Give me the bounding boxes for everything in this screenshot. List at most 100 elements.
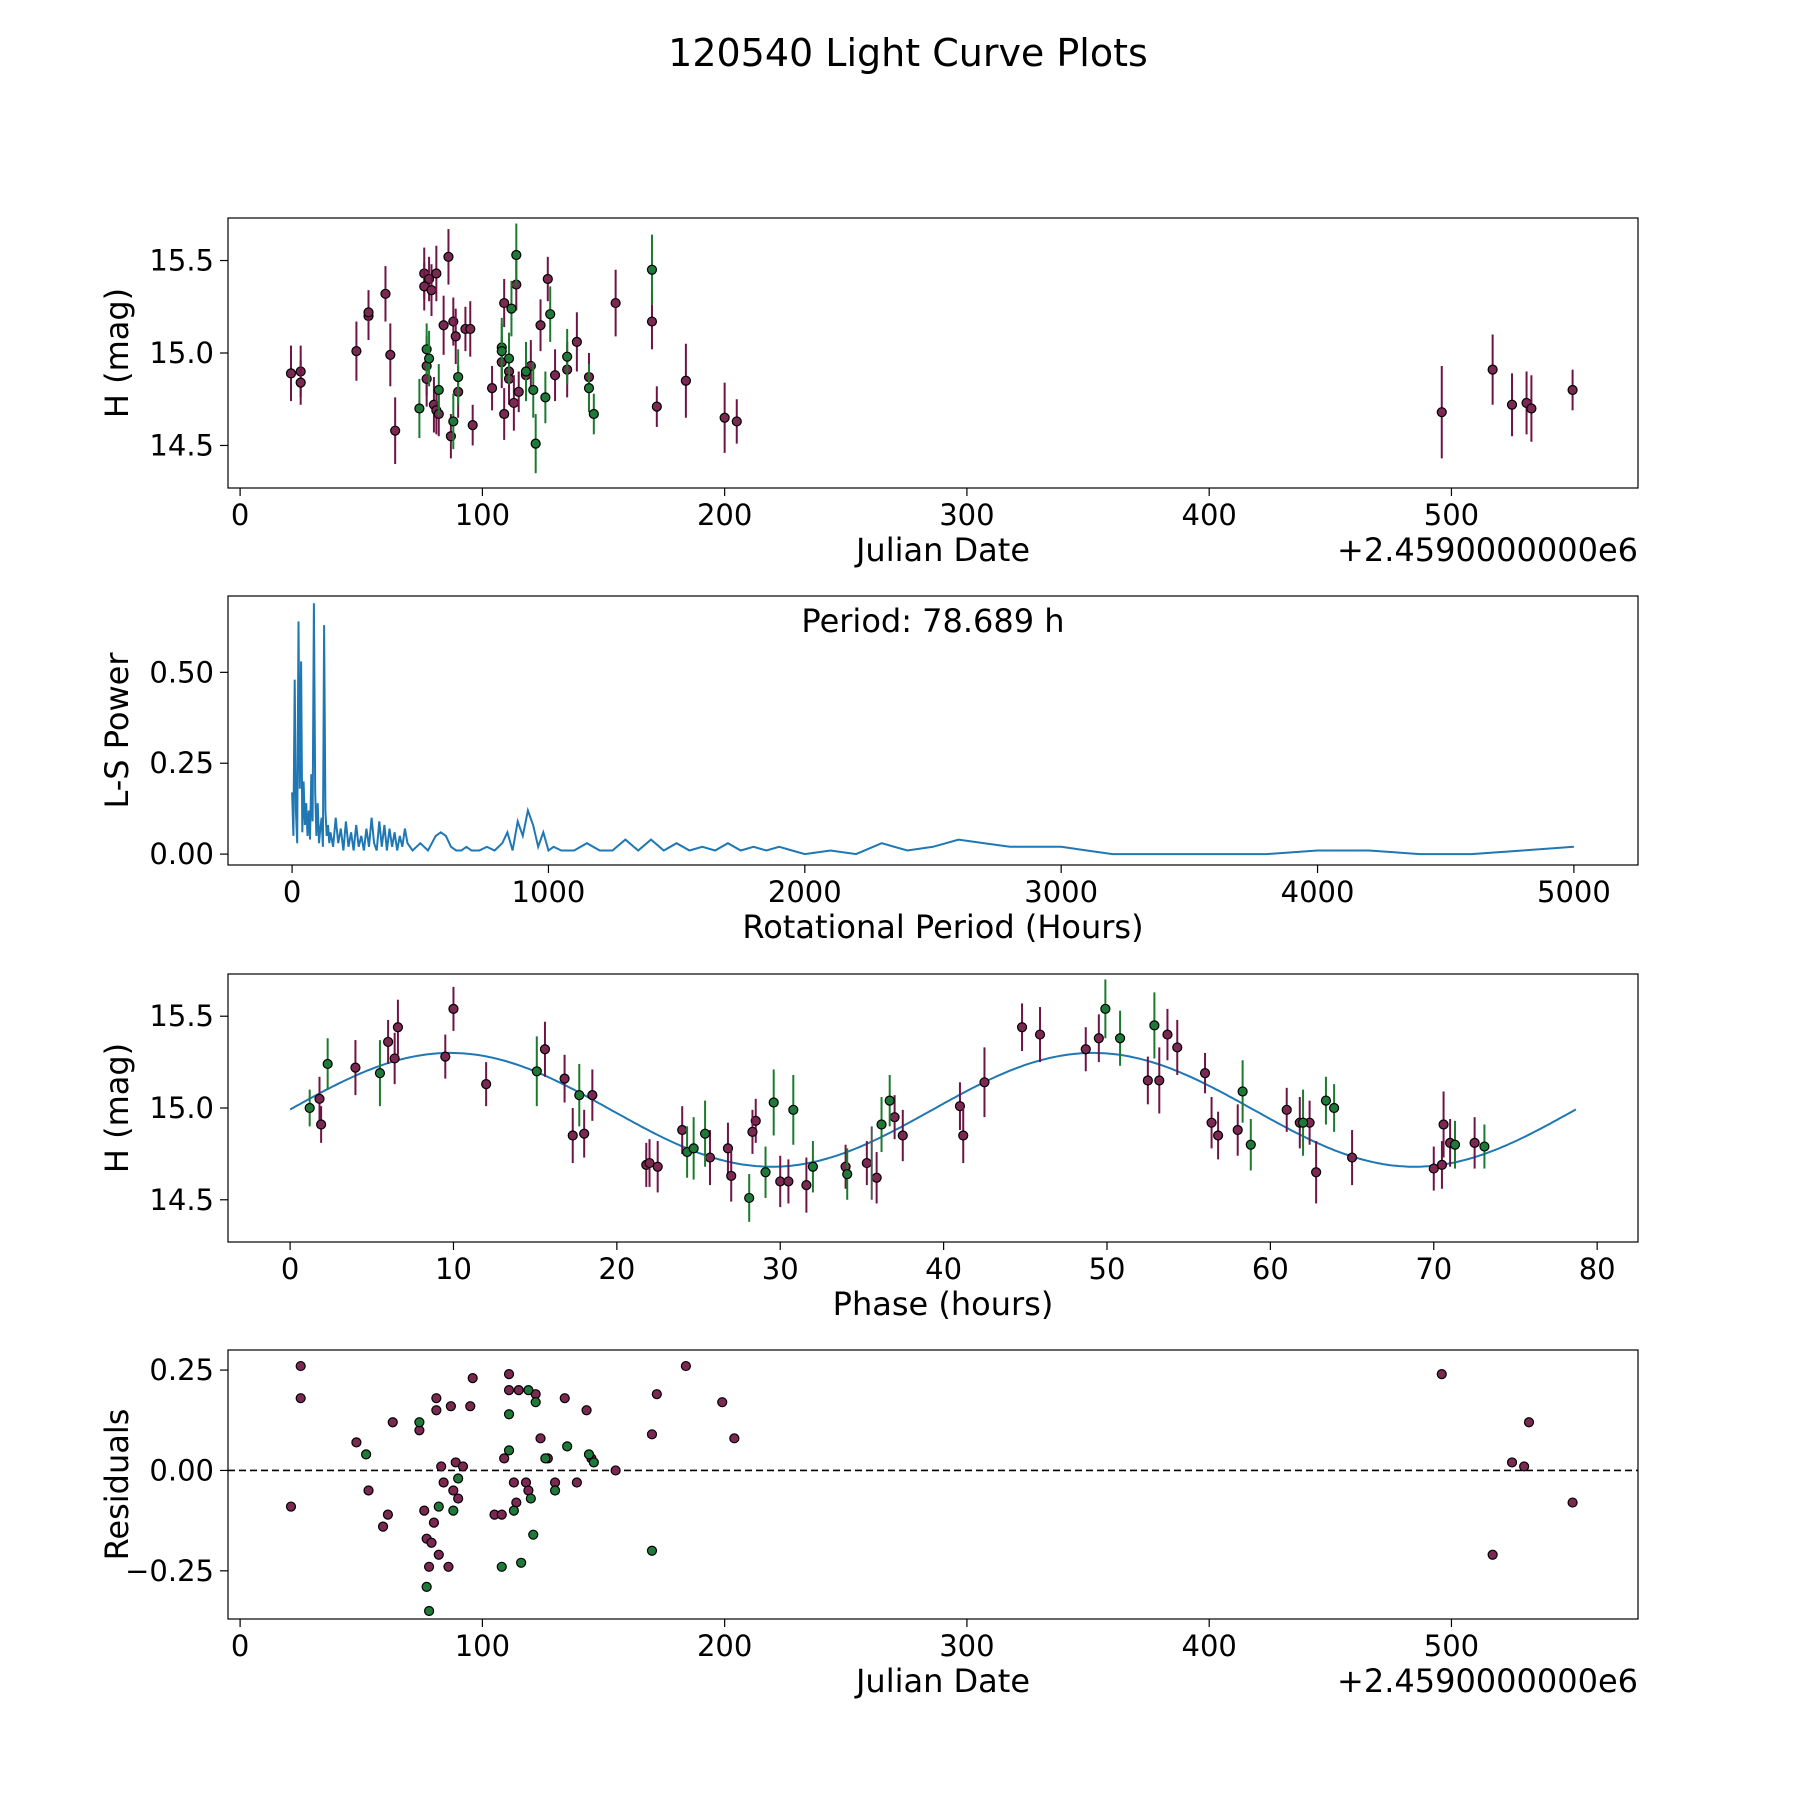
lightcurve-ytick-label: 14.5 xyxy=(149,428,214,462)
lightcurve-x-offset: +2.4590000000e6 xyxy=(1337,531,1638,569)
lightcurve-xtick-label: 500 xyxy=(1424,498,1479,532)
phasefold-point-maroon xyxy=(579,1128,590,1139)
residuals-point-maroon xyxy=(445,1401,456,1412)
lightcurve-point-green xyxy=(423,353,435,364)
residuals-point-maroon xyxy=(453,1493,464,1504)
phasefold-point-maroon xyxy=(1162,1029,1173,1040)
residuals-point-maroon xyxy=(377,1521,389,1532)
phasefold-point-green xyxy=(842,1168,853,1180)
residuals-point-green xyxy=(508,1505,519,1516)
phasefold-xtick-label: 10 xyxy=(435,1252,472,1286)
lightcurve-point-green xyxy=(506,303,517,314)
lightcurve-point-maroon xyxy=(380,288,391,299)
residuals-point-maroon xyxy=(646,1429,658,1440)
phasefold-xtick-label: 30 xyxy=(762,1252,799,1286)
residuals-point-maroon xyxy=(717,1397,728,1408)
lightcurve-point-maroon xyxy=(465,323,476,335)
residuals-point-maroon xyxy=(295,1393,306,1404)
residuals-point-green xyxy=(496,1561,507,1572)
lightcurve-point-green xyxy=(540,392,551,403)
phasefold-ytick-label: 15.5 xyxy=(149,999,214,1033)
phasefold-point-maroon xyxy=(481,1079,492,1090)
phasefold-point-maroon xyxy=(440,1051,451,1062)
lightcurve-frame xyxy=(227,217,1639,489)
phasefold-point-green xyxy=(1100,1003,1111,1014)
residuals-point-maroon xyxy=(433,1549,444,1560)
lightcurve-point-maroon xyxy=(285,368,297,379)
lightcurve-point-maroon xyxy=(450,331,461,342)
residuals-point-green xyxy=(421,1581,432,1592)
phasefold-point-maroon xyxy=(958,1130,969,1141)
residuals-point-maroon xyxy=(496,1509,507,1520)
phasefold-xtick-label: 0 xyxy=(281,1252,299,1286)
lightcurve-point-green xyxy=(414,403,425,414)
periodogram-xtick-label: 3000 xyxy=(1024,875,1098,909)
phasefold-point-maroon xyxy=(1436,1159,1448,1171)
phasefold-ytick-label: 15.0 xyxy=(149,1091,214,1125)
lightcurve-xlabel: Julian Date xyxy=(854,531,1030,569)
lightcurve-point-maroon xyxy=(486,383,498,394)
lightcurve-point-maroon xyxy=(1567,384,1578,396)
phasefold-xtick-label: 50 xyxy=(1089,1252,1126,1286)
phasefold-point-maroon xyxy=(783,1176,794,1187)
residuals-point-maroon xyxy=(680,1360,691,1372)
residuals-axes: 0 100 200 300 400 500 −0.25 0.00 0.25 Julian Date… xyxy=(98,1349,1639,1700)
lightcurve-point-green xyxy=(583,383,595,394)
residuals-point-green xyxy=(503,1409,515,1420)
phasefold-point-maroon xyxy=(1080,1044,1091,1055)
periodogram-xtick-label: 2000 xyxy=(768,875,842,909)
phasefold-model-line xyxy=(289,1051,1577,1168)
phasefold-point-maroon xyxy=(979,1077,990,1088)
phasefold-point-maroon xyxy=(677,1124,688,1136)
residuals-point-green xyxy=(448,1505,459,1516)
phasefold-xtick-label: 60 xyxy=(1252,1252,1289,1286)
lightcurve-point-maroon xyxy=(1506,399,1518,410)
lightcurve-point-maroon xyxy=(426,285,437,296)
periodogram-frame xyxy=(227,595,1639,866)
lightcurve-point-maroon xyxy=(571,336,582,348)
phasefold-xtick-label: 20 xyxy=(598,1252,635,1286)
phasefold-point-green xyxy=(699,1128,711,1139)
lightcurve-point-maroon xyxy=(542,273,553,285)
residuals-point-maroon xyxy=(465,1401,476,1412)
phasefold-point-maroon xyxy=(1199,1068,1211,1079)
lightcurve-point-maroon xyxy=(499,297,510,309)
residuals-point-maroon xyxy=(443,1561,454,1572)
lightcurve-point-green xyxy=(530,438,541,449)
residuals-point-maroon xyxy=(436,1461,447,1472)
periodogram-axes: 0 1000 2000 3000 4000 5000 0.00 0.25 0.50 Rotatio… xyxy=(98,595,1639,946)
phasefold-point-maroon xyxy=(1093,1033,1104,1044)
periodogram-xtick-label: 0 xyxy=(283,875,301,909)
residuals-point-green xyxy=(360,1449,372,1460)
phasefold-point-maroon xyxy=(747,1126,758,1137)
phasefold-point-maroon xyxy=(897,1130,908,1141)
residuals-point-green xyxy=(523,1385,534,1396)
residuals-xtick-label: 200 xyxy=(697,1629,752,1663)
residuals-point-green xyxy=(588,1457,599,1468)
phasefold-xlabel: Phase (hours) xyxy=(833,1285,1054,1323)
residuals-xtick-label: 500 xyxy=(1424,1629,1479,1663)
lightcurve-point-maroon xyxy=(1436,407,1447,418)
residuals-point-maroon xyxy=(1519,1461,1530,1472)
phasefold-point-maroon xyxy=(1142,1075,1153,1086)
periodogram-xtick-label: 4000 xyxy=(1281,875,1355,909)
lightcurve-point-maroon xyxy=(1526,403,1537,414)
phasefold-point-maroon xyxy=(383,1036,394,1048)
phasefold-point-green xyxy=(1449,1139,1461,1150)
lightcurve-point-maroon xyxy=(731,416,742,427)
residuals-point-maroon xyxy=(295,1360,306,1372)
lightcurve-point-maroon xyxy=(513,386,524,397)
phasefold-point-maroon xyxy=(392,1022,404,1033)
residuals-point-maroon xyxy=(387,1417,398,1428)
lightcurve-point-green xyxy=(503,353,515,364)
phasefold-point-maroon xyxy=(1172,1042,1183,1053)
phasefold-point-maroon xyxy=(389,1053,400,1064)
phasefold-ytick-label: 14.5 xyxy=(149,1183,214,1217)
lightcurve-axes: 0 100 200 300 400 500 14.5 15.0 15.5 Julian Date H… xyxy=(98,217,1639,569)
phasefold-point-maroon xyxy=(871,1172,882,1183)
residuals-point-green xyxy=(549,1485,561,1496)
phasefold-xtick-label: 70 xyxy=(1415,1252,1452,1286)
lightcurve-point-green xyxy=(511,249,522,261)
